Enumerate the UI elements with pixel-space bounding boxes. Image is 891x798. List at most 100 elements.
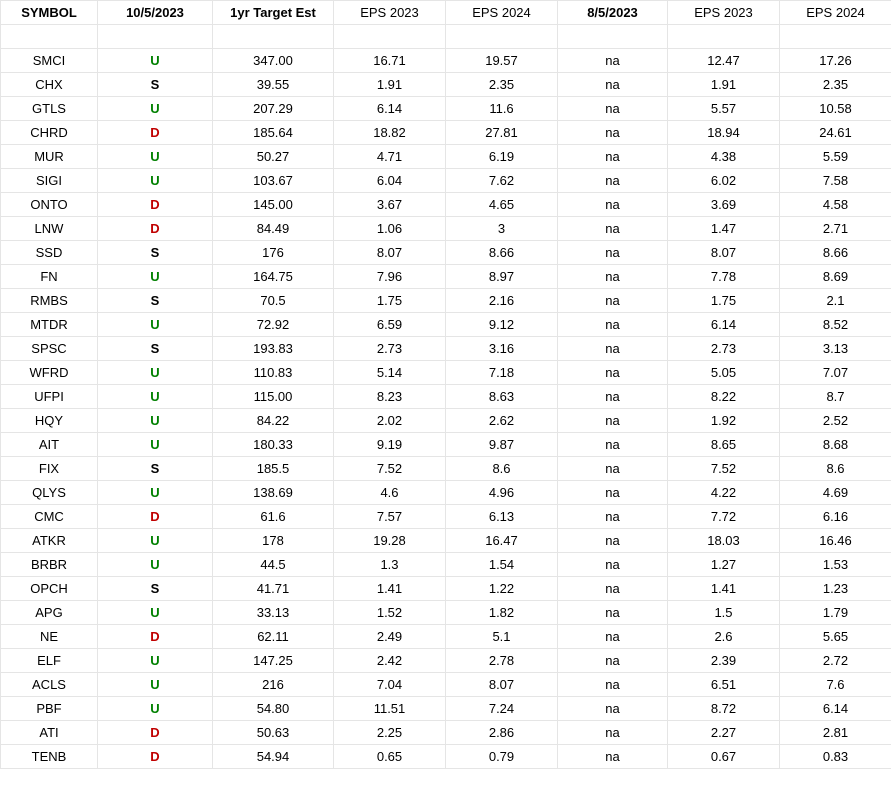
table-row: HQYU84.222.022.62na1.922.52 bbox=[1, 409, 891, 433]
cell-eps2023a: 3.67 bbox=[334, 193, 446, 217]
cell-eps2024a: 8.63 bbox=[446, 385, 558, 409]
cell-eps2024b: 5.59 bbox=[780, 145, 891, 169]
cell-eps2023b: 6.02 bbox=[668, 169, 780, 193]
table-header: SYMBOL10/5/20231yr Target EstEPS 2023EPS… bbox=[1, 1, 891, 25]
cell-symbol: AIT bbox=[1, 433, 98, 457]
cell-target: 39.55 bbox=[213, 73, 334, 97]
table-row: AITU180.339.199.87na8.658.68 bbox=[1, 433, 891, 457]
cell-target: 54.94 bbox=[213, 745, 334, 769]
cell-rating: U bbox=[98, 361, 213, 385]
cell-target: 84.22 bbox=[213, 409, 334, 433]
table-row: CMCD61.67.576.13na7.726.16 bbox=[1, 505, 891, 529]
cell-eps2023b: 12.47 bbox=[668, 49, 780, 73]
cell-rating: U bbox=[98, 553, 213, 577]
cell-eps2024b: 1.23 bbox=[780, 577, 891, 601]
cell-target: 176 bbox=[213, 241, 334, 265]
cell-target: 185.64 bbox=[213, 121, 334, 145]
cell-eps2024a: 2.35 bbox=[446, 73, 558, 97]
cell-eps2023a: 2.42 bbox=[334, 649, 446, 673]
cell-symbol: QLYS bbox=[1, 481, 98, 505]
cell-rating: S bbox=[98, 457, 213, 481]
cell-target: 103.67 bbox=[213, 169, 334, 193]
col-date2: 8/5/2023 bbox=[558, 1, 668, 25]
cell-eps2024a: 27.81 bbox=[446, 121, 558, 145]
cell-rating: U bbox=[98, 313, 213, 337]
cell-eps2024b: 1.79 bbox=[780, 601, 891, 625]
cell-eps2024b: 2.52 bbox=[780, 409, 891, 433]
cell-symbol: OPCH bbox=[1, 577, 98, 601]
cell-symbol: CMC bbox=[1, 505, 98, 529]
cell-date2: na bbox=[558, 649, 668, 673]
cell-eps2024a: 7.24 bbox=[446, 697, 558, 721]
cell-rating: U bbox=[98, 169, 213, 193]
cell-date2: na bbox=[558, 745, 668, 769]
cell-eps2023b: 5.57 bbox=[668, 97, 780, 121]
cell-target: 50.63 bbox=[213, 721, 334, 745]
cell-eps2023b: 4.22 bbox=[668, 481, 780, 505]
cell-eps2023b: 7.52 bbox=[668, 457, 780, 481]
cell-symbol: ELF bbox=[1, 649, 98, 673]
cell-target: 207.29 bbox=[213, 97, 334, 121]
cell-eps2024b: 24.61 bbox=[780, 121, 891, 145]
cell-eps2023b: 8.72 bbox=[668, 697, 780, 721]
cell-rating: D bbox=[98, 121, 213, 145]
cell-target: 147.25 bbox=[213, 649, 334, 673]
cell-symbol: GTLS bbox=[1, 97, 98, 121]
col-eps2023b: EPS 2023 bbox=[668, 1, 780, 25]
cell-date2: na bbox=[558, 697, 668, 721]
col-symbol: SYMBOL bbox=[1, 1, 98, 25]
cell-rating: D bbox=[98, 745, 213, 769]
cell-symbol: CHX bbox=[1, 73, 98, 97]
cell-eps2023a: 6.04 bbox=[334, 169, 446, 193]
cell-eps2024a: 2.86 bbox=[446, 721, 558, 745]
cell-eps2023a: 2.73 bbox=[334, 337, 446, 361]
table-row: NED62.112.495.1na2.65.65 bbox=[1, 625, 891, 649]
cell-eps2023b: 1.41 bbox=[668, 577, 780, 601]
cell-rating: S bbox=[98, 289, 213, 313]
cell-eps2024b: 17.26 bbox=[780, 49, 891, 73]
cell-eps2024b: 8.7 bbox=[780, 385, 891, 409]
cell-target: 115.00 bbox=[213, 385, 334, 409]
cell-target: 50.27 bbox=[213, 145, 334, 169]
cell-target: 347.00 bbox=[213, 49, 334, 73]
cell-date2: na bbox=[558, 337, 668, 361]
cell-date2: na bbox=[558, 409, 668, 433]
cell-eps2023b: 2.39 bbox=[668, 649, 780, 673]
cell-date2: na bbox=[558, 433, 668, 457]
cell-eps2023b: 1.75 bbox=[668, 289, 780, 313]
cell-date2: na bbox=[558, 145, 668, 169]
cell-target: 145.00 bbox=[213, 193, 334, 217]
cell-eps2023a: 1.06 bbox=[334, 217, 446, 241]
cell-symbol: HQY bbox=[1, 409, 98, 433]
cell-target: 110.83 bbox=[213, 361, 334, 385]
header-row: SYMBOL10/5/20231yr Target EstEPS 2023EPS… bbox=[1, 1, 891, 25]
cell-eps2024a: 5.1 bbox=[446, 625, 558, 649]
cell-eps2024b: 2.81 bbox=[780, 721, 891, 745]
cell-eps2024b: 8.69 bbox=[780, 265, 891, 289]
cell-date2: na bbox=[558, 73, 668, 97]
cell-eps2023b: 5.05 bbox=[668, 361, 780, 385]
cell-rating: U bbox=[98, 145, 213, 169]
cell-eps2024b: 1.53 bbox=[780, 553, 891, 577]
cell-symbol: FN bbox=[1, 265, 98, 289]
cell-eps2024a: 2.62 bbox=[446, 409, 558, 433]
cell-symbol: LNW bbox=[1, 217, 98, 241]
cell-rating: U bbox=[98, 433, 213, 457]
cell-target: 185.5 bbox=[213, 457, 334, 481]
cell-eps2024a: 1.22 bbox=[446, 577, 558, 601]
cell-date2: na bbox=[558, 217, 668, 241]
cell-rating: D bbox=[98, 721, 213, 745]
cell-eps2024b: 8.52 bbox=[780, 313, 891, 337]
table-row: ONTOD145.003.674.65na3.694.58 bbox=[1, 193, 891, 217]
table-row: MTDRU72.926.599.12na6.148.52 bbox=[1, 313, 891, 337]
table-row: ELFU147.252.422.78na2.392.72 bbox=[1, 649, 891, 673]
cell-eps2024b: 8.66 bbox=[780, 241, 891, 265]
cell-symbol: RMBS bbox=[1, 289, 98, 313]
table-row: SPSCS193.832.733.16na2.733.13 bbox=[1, 337, 891, 361]
cell-date2: na bbox=[558, 121, 668, 145]
cell-eps2023a: 19.28 bbox=[334, 529, 446, 553]
table-row: FIXS185.57.528.6na7.528.6 bbox=[1, 457, 891, 481]
cell-target: 54.80 bbox=[213, 697, 334, 721]
cell-eps2024a: 1.82 bbox=[446, 601, 558, 625]
cell-eps2023b: 1.91 bbox=[668, 73, 780, 97]
